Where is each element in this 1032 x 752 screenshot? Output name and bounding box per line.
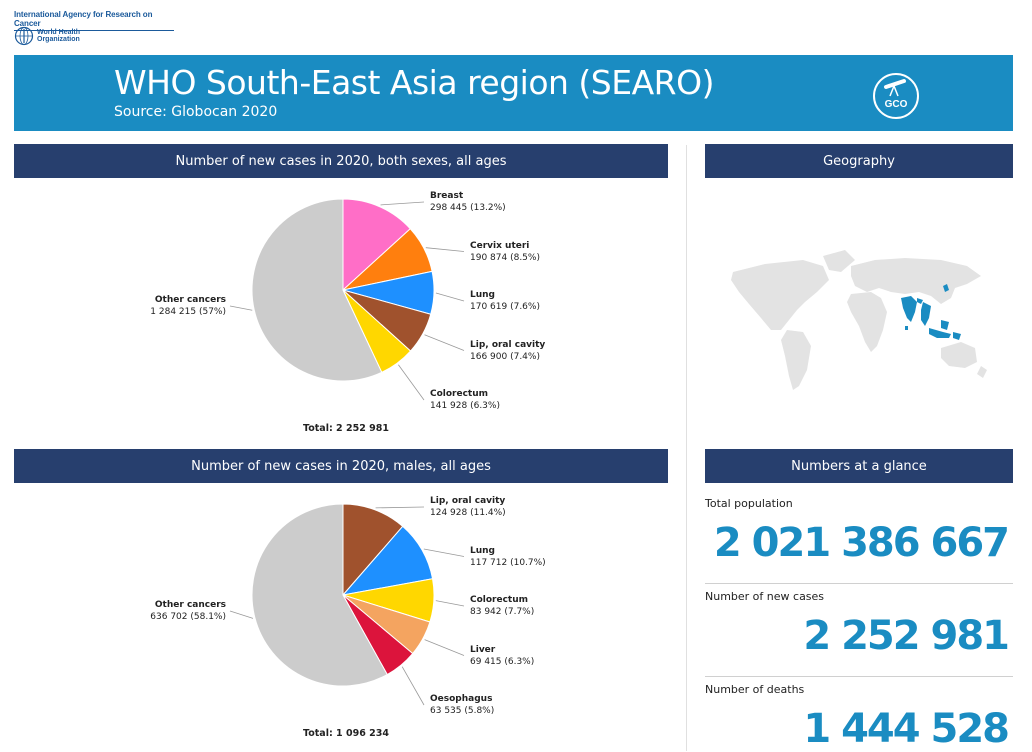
slice-label-lung: Lung 170 619 (7.6%) <box>470 289 540 313</box>
gco-logo-icon: GCO <box>873 73 919 119</box>
leader-line <box>229 610 254 619</box>
slice-label-value: 1 284 215 (57%) <box>150 307 226 317</box>
pie-slice-lip-oral-cavity <box>342 503 404 597</box>
slice-label-name: Colorectum <box>430 389 489 399</box>
geography-header: Geography <box>705 144 1013 178</box>
slice-label-other-cancers: Other cancers 636 702 (58.1%) <box>150 599 226 623</box>
who-logo: World Health Organization <box>14 26 80 46</box>
slice-label-oesophagus: Oesophagus 63 535 (5.8%) <box>430 693 494 717</box>
new-cases-label: Number of new cases <box>705 590 825 603</box>
leader-line <box>424 639 465 656</box>
pie-slice-other-cancers <box>251 198 383 382</box>
title-banner: WHO South-East Asia region (SEARO) Sourc… <box>14 55 1013 131</box>
leader-line <box>401 666 425 706</box>
deaths-value: 1 444 528 <box>803 706 1010 752</box>
pie-chart-males: Lip, oral cavity 124 928 (11.4%) Lung 117 7… <box>14 485 668 745</box>
slice-label-lip-oral-cavity: Lip, oral cavity 166 900 (7.4%) <box>470 339 545 363</box>
pie-chart-svg <box>229 503 465 706</box>
column-divider <box>686 145 687 751</box>
pie-slice-breast <box>342 198 412 292</box>
slice-label-name: Lip, oral cavity <box>470 339 546 350</box>
leader-line <box>423 548 465 557</box>
pie-chart-both-sexes: Breast 298 445 (13.2%) Cervix uteri 190 874… <box>14 180 668 440</box>
slice-label-cervix-uteri: Cervix uteri 190 874 (8.5%) <box>470 240 540 264</box>
population-label: Total population <box>705 497 793 510</box>
divider <box>705 676 1013 677</box>
pie-slice-other-cancers <box>251 503 388 687</box>
slice-label-lip-oral-cavity: Lip, oral cavity 124 928 (11.4%) <box>430 495 506 519</box>
world-landmass <box>731 250 987 390</box>
slice-label-value: 636 702 (58.1%) <box>150 612 226 622</box>
leader-line <box>229 305 253 311</box>
slice-label-name: Other cancers <box>154 600 226 610</box>
slice-label-value: 141 928 (6.3%) <box>430 401 500 411</box>
iarc-name: International Agency for Research on Can… <box>14 10 174 31</box>
slice-label-breast: Breast 298 445 (13.2%) <box>430 190 506 214</box>
slice-label-lung: Lung 117 712 (10.7%) <box>470 545 546 569</box>
slice-label-value: 63 535 (5.8%) <box>430 706 495 716</box>
divider <box>705 583 1013 584</box>
leader-line <box>398 364 425 401</box>
new-cases-value: 2 252 981 <box>803 613 1010 659</box>
slice-label-value: 190 874 (8.5%) <box>470 252 540 263</box>
page-subtitle: Source: Globocan 2020 <box>114 104 278 120</box>
slice-label-value: 69 415 (6.3%) <box>470 656 535 667</box>
slice-label-name: Other cancers <box>154 295 226 305</box>
page-title: WHO South-East Asia region (SEARO) <box>114 63 714 102</box>
chart2-header: Number of new cases in 2020, males, all … <box>14 449 668 483</box>
who-name-line2: Organization <box>37 36 80 43</box>
leader-line <box>424 334 465 351</box>
iarc-branding: International Agency for Research on Can… <box>14 10 174 46</box>
slice-label-value: 117 712 (10.7%) <box>470 557 546 568</box>
population-value: 2 021 386 667 <box>713 520 1010 566</box>
searo-region <box>901 284 961 340</box>
slice-label-value: 298 445 (13.2%) <box>430 203 506 213</box>
slice-label-value: 124 928 (11.4%) <box>430 508 506 518</box>
slice-label-liver: Liver 69 415 (6.3%) <box>470 644 534 668</box>
pie-chart-svg <box>229 198 465 401</box>
chart1-header: Number of new cases in 2020, both sexes,… <box>14 144 668 178</box>
slice-label-name: Oesophagus <box>430 694 493 704</box>
world-map <box>731 250 987 390</box>
leader-line <box>425 247 465 252</box>
leader-line <box>435 600 465 607</box>
slice-label-colorectum: Colorectum 83 942 (7.7%) <box>470 594 534 618</box>
glance-header: Numbers at a glance <box>705 449 1013 483</box>
leader-line <box>375 506 425 509</box>
slice-label-name: Lip, oral cavity <box>430 496 506 506</box>
slice-label-colorectum: Colorectum 141 928 (6.3%) <box>430 388 500 412</box>
svg-text:GCO: GCO <box>885 99 908 110</box>
slice-label-name: Colorectum <box>470 595 529 605</box>
leader-line <box>380 201 425 206</box>
leader-line <box>435 292 465 302</box>
slice-label-name: Lung <box>470 290 495 300</box>
slice-label-name: Liver <box>470 644 496 655</box>
chart2-total: Total: 1 096 234 <box>303 728 389 739</box>
slice-label-name: Breast <box>430 191 464 201</box>
slice-label-value: 170 619 (7.6%) <box>470 302 540 312</box>
who-emblem-icon <box>14 26 34 46</box>
slice-label-name: Cervix uteri <box>470 240 530 251</box>
deaths-label: Number of deaths <box>705 683 805 696</box>
chart1-total: Total: 2 252 981 <box>303 423 389 434</box>
slice-label-value: 83 942 (7.7%) <box>470 607 535 617</box>
who-name-line1: World Health <box>37 29 81 36</box>
slice-label-other-cancers: Other cancers 1 284 215 (57%) <box>150 294 226 318</box>
slice-label-name: Lung <box>470 545 495 556</box>
slice-label-value: 166 900 (7.4%) <box>470 351 540 362</box>
